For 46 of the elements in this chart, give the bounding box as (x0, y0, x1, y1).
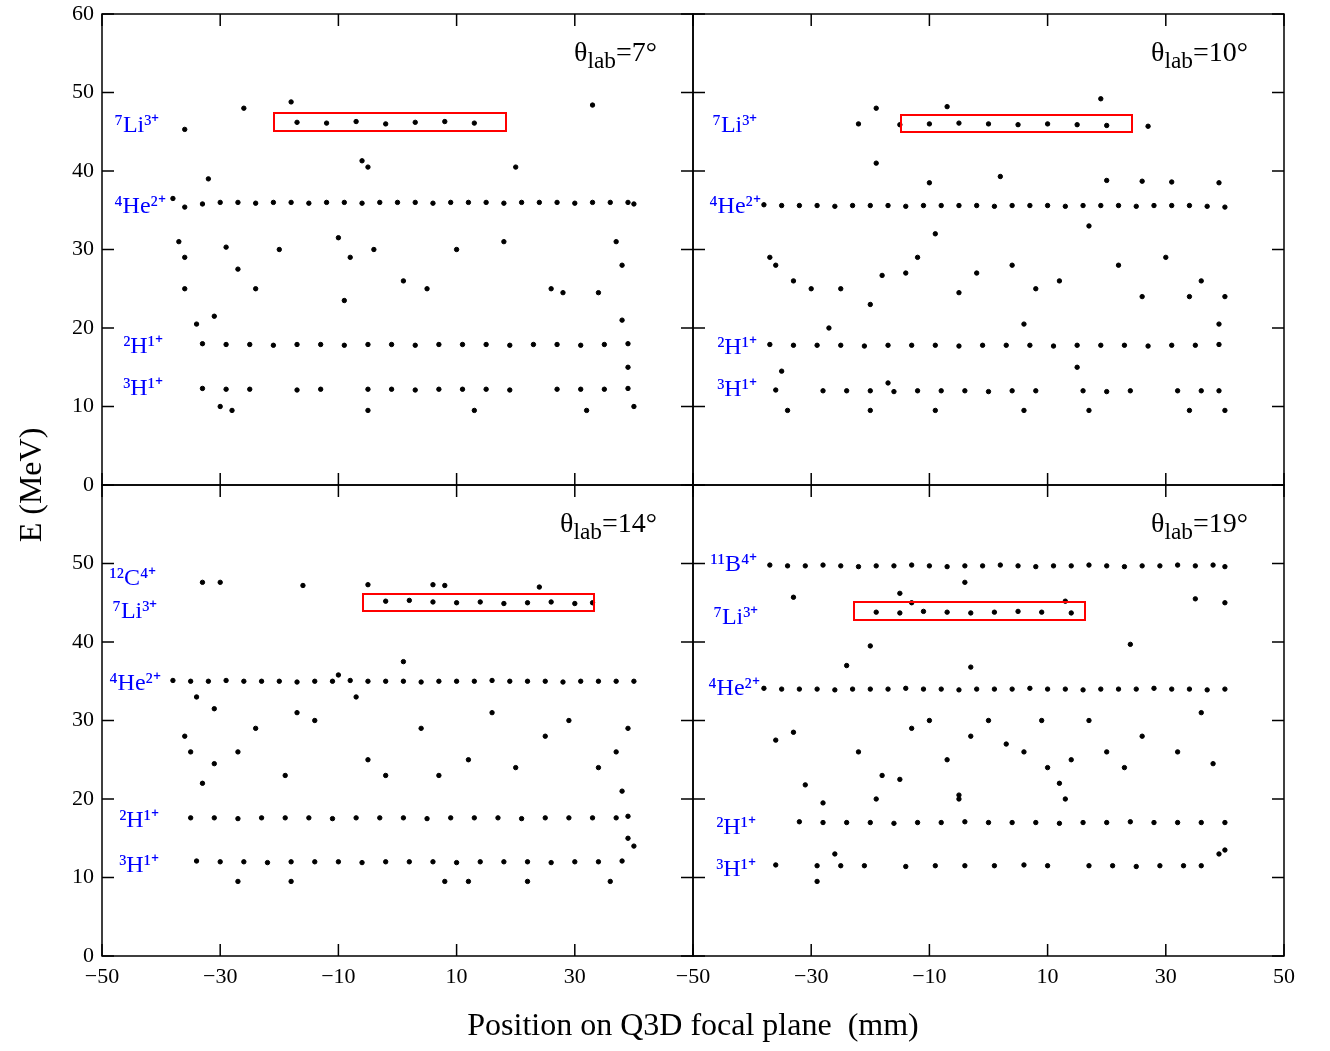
y-tick-label: 50 (72, 78, 94, 104)
annotation: ⁴He²⁺ (709, 190, 761, 220)
annotation: ¹²C⁴⁺ (109, 562, 157, 592)
annotation: ⁷Li³⁺ (112, 595, 158, 625)
annotation: ¹¹B⁴⁺ (710, 548, 758, 578)
annotation: ⁷Li³⁺ (114, 109, 160, 139)
annotation: θ$_{lab}$=7° (574, 36, 657, 74)
annotation: ⁷Li³⁺ (712, 109, 758, 139)
y-tick-label: 30 (72, 235, 94, 261)
y-tick-label: 30 (72, 706, 94, 732)
annotation: ⁷Li³⁺ (713, 601, 759, 631)
y-axis-title: E (MeV) (11, 427, 49, 543)
annotation: ³H¹⁺ (119, 849, 159, 879)
annotation: ³H¹⁺ (123, 372, 163, 402)
y-tick-label: 20 (72, 784, 94, 810)
y-tick-label: 10 (72, 392, 94, 418)
annotation: ⁴He²⁺ (708, 672, 760, 702)
y-tick-label: 10 (72, 863, 94, 889)
annotation: ²H¹⁺ (119, 804, 159, 834)
x-tick-label: 10 (1036, 962, 1059, 988)
x-tick-label: −10 (321, 962, 356, 988)
x-tick-label: −30 (793, 962, 829, 988)
annotation: θ$_{lab}$=10° (1151, 36, 1248, 74)
y-tick-label: 20 (72, 313, 94, 339)
annotation: ²H¹⁺ (123, 330, 163, 360)
y-tick-label: 40 (72, 156, 94, 182)
annotation: ³H¹⁺ (716, 853, 756, 883)
x-tick-label: 50 (1273, 962, 1295, 988)
annotation: ²H¹⁺ (716, 811, 756, 841)
annotation: ⁴He²⁺ (109, 667, 161, 697)
x-tick-label: 30 (563, 962, 586, 988)
annotation: ⁴He²⁺ (114, 190, 166, 220)
x-tick-label: 10 (445, 962, 468, 988)
y-tick-label: 40 (72, 627, 94, 653)
annotation: ³H¹⁺ (717, 373, 757, 403)
x-tick-label: −30 (202, 962, 238, 988)
annotation: θ$_{lab}$=14° (560, 507, 657, 545)
y-tick-label: 50 (72, 549, 94, 575)
annotation: ²H¹⁺ (717, 331, 757, 361)
x-tick-label: 30 (1154, 962, 1177, 988)
y-tick-label: 0 (83, 470, 94, 496)
annotation: θ$_{lab}$=19° (1151, 507, 1248, 545)
x-tick-label: −10 (912, 962, 947, 988)
x-tick-label: −50 (675, 962, 711, 988)
x-axis-title: Position on Q3D focal plane (mm) (467, 1006, 919, 1043)
y-tick-label: 60 (72, 0, 94, 25)
